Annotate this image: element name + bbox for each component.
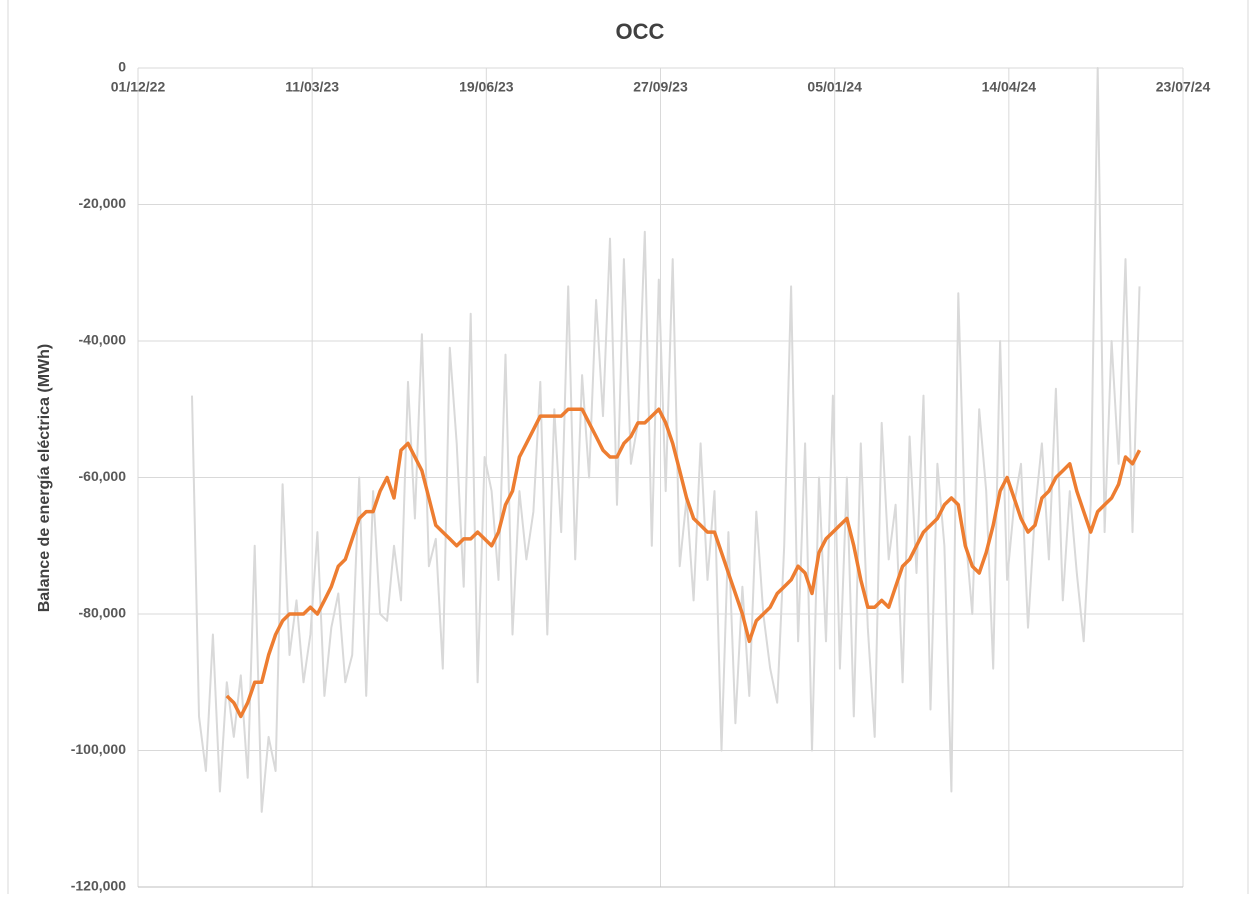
y-tick-label: -120,000 xyxy=(71,878,126,894)
x-tick-label: 23/07/24 xyxy=(1156,79,1211,95)
y-axis-title: Balance de energía eléctrica (MWh) xyxy=(36,344,53,613)
x-tick-label: 14/04/24 xyxy=(982,79,1037,95)
chart-title: OCC xyxy=(616,19,665,44)
y-tick-label: -80,000 xyxy=(79,605,127,621)
y-tick-label: -100,000 xyxy=(71,741,126,757)
x-tick-label: 27/09/23 xyxy=(633,79,688,95)
y-tick-label: -40,000 xyxy=(79,332,127,348)
x-tick-label: 01/12/22 xyxy=(111,79,166,95)
y-tick-label: -60,000 xyxy=(79,468,127,484)
x-tick-label: 19/06/23 xyxy=(459,79,514,95)
data-line xyxy=(225,407,1142,719)
x-tick-label: 11/03/23 xyxy=(285,79,339,95)
y-tick-label: 0 xyxy=(118,59,126,75)
y-tick-label: -20,000 xyxy=(79,195,127,211)
x-tick-label: 05/01/24 xyxy=(807,79,862,95)
data-line xyxy=(191,67,1141,813)
